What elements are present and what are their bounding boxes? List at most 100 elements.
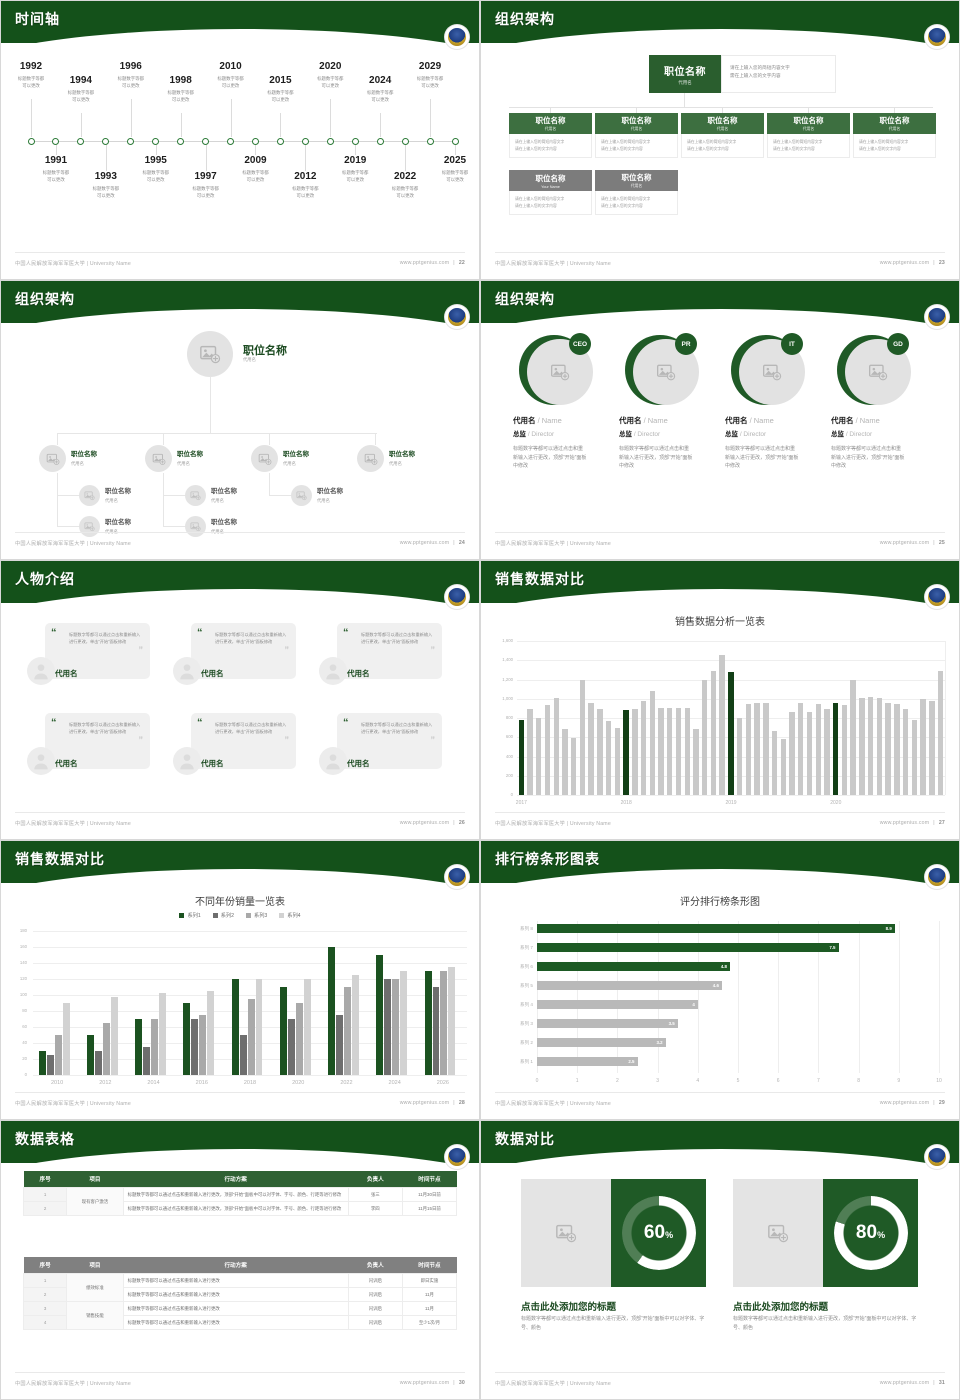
- table-row[interactable]: 1 绩效标准 标题数字等都可以通过点击和重新输入进行更改 闪训后 即日实施: [22, 1273, 458, 1302]
- legend-item[interactable]: 系列2: [212, 912, 234, 919]
- table-row[interactable]: 1 现有客户激活 标题数字等都可以通过点击和重新输入进行更改，顶部“开始”面板中可以…: [22, 1187, 458, 1216]
- person-desc: 标题数字等都可以通过点击和重新输入进行更改，顶部“开始”面板中修改: [831, 446, 905, 469]
- tree-node-l1[interactable]: 职位名称 代用名: [39, 445, 97, 472]
- timeline-dot[interactable]: [426, 137, 434, 145]
- card-image[interactable]: [521, 1179, 611, 1287]
- quote-card[interactable]: “ 标题数字等都可以通过点击和重新输入进行更改，单击“开始”面板修改” 代用名: [27, 623, 150, 685]
- chart-bar: [527, 709, 533, 795]
- tree-node-l2[interactable]: 职位名称 代用名: [79, 516, 131, 537]
- timeline-year: 2029: [418, 61, 442, 72]
- org-top-card[interactable]: 职位名称 代用名: [649, 55, 721, 93]
- quote-card[interactable]: “ 标题数字等都可以通过点击和重新输入进行更改，单击“开始”面板修改” 代用名: [319, 623, 442, 685]
- timeline-dot[interactable]: [27, 137, 35, 145]
- person-card[interactable]: GD 代用名 / Name 总监 / Director 标题数字等都可以通过点击和重新…: [831, 333, 935, 471]
- slide-ranking-bar[interactable]: 排行榜条形图表 评分排行榜条形图 0 1 2 3 4 5 6 7 8 9 10 系列 8 8.9 系列 7 7.…: [480, 840, 960, 1120]
- slide-org-boxes[interactable]: 组织架构 职位名称 代用名 请在上输入您的简短内容文字 需在上输入您的文字内容 职位名称代…: [480, 0, 960, 280]
- slide-sales-column[interactable]: 销售数据对比 销售数据分析一览表 1,600 1,400 1,200 1,000 800 60…: [480, 560, 960, 840]
- avatar[interactable]: [319, 747, 347, 775]
- timeline-dot[interactable]: [251, 137, 259, 145]
- legend-item[interactable]: 系列1: [179, 912, 201, 919]
- node-photo[interactable]: [145, 445, 172, 472]
- node-photo[interactable]: [251, 445, 278, 472]
- timeline-dot[interactable]: [451, 137, 459, 145]
- timeline-dot[interactable]: [52, 137, 60, 145]
- node-photo[interactable]: [357, 445, 384, 472]
- university-emblem: [925, 585, 949, 609]
- x-tick-label: 2017: [515, 800, 527, 806]
- legend-item[interactable]: 系列4: [279, 912, 301, 919]
- avatar[interactable]: [319, 657, 347, 685]
- slide-data-tables[interactable]: 数据表格 序号 项目 行动方案 负责人 时间节点 1 现有客户激活 标题数字等都可以通过点击和重…: [0, 1120, 480, 1400]
- node-photo[interactable]: [185, 485, 206, 506]
- org-card[interactable]: 职位名称 代用名 请在上输入您的简短内容文字 请在上输入您的文字内容: [853, 113, 936, 158]
- chart-bar: [87, 1035, 94, 1075]
- org-card[interactable]: 职位名称 代用名 请在上输入您的简短内容文字 请在上输入您的文字内容: [681, 113, 764, 158]
- node-photo[interactable]: [79, 516, 100, 537]
- timeline-dot[interactable]: [177, 137, 185, 145]
- table-row[interactable]: 2 标题数字等都可以通过点击和重新输入进行更改，顶部“开始”面板中可以对字体、字号…: [22, 1201, 458, 1216]
- node-photo[interactable]: [291, 485, 312, 506]
- timeline-dot[interactable]: [227, 137, 235, 145]
- org-card-desc: 请在上输入您的简短内容文字 请在上输入您的文字内容: [767, 134, 850, 158]
- node-photo[interactable]: [39, 445, 66, 472]
- slide-sales-grouped[interactable]: 销售数据对比 不同年份销量一览表 系列1 系列2 系列3 系列4 180 160 140 120 1…: [0, 840, 480, 1120]
- org-connector-v: [722, 107, 723, 113]
- table-row[interactable]: 3 销售技能 标题数字等都可以通过点击和重新输入进行更改 闪训后 11月: [22, 1301, 458, 1330]
- quote-card[interactable]: “ 标题数字等都可以通过点击和重新输入进行更改，单击“开始”面板修改” 代用名: [27, 713, 150, 775]
- org-card[interactable]: 职位名称 代用名 请在上输入您的简短内容文字 请在上输入您的文字内容: [595, 113, 678, 158]
- avatar[interactable]: [27, 657, 55, 685]
- quote-card[interactable]: “ 标题数字等都可以通过点击和重新输入进行更改，单击“开始”面板修改” 代用名: [173, 713, 296, 775]
- org-root[interactable]: 职位名称 代用名: [187, 331, 287, 377]
- timeline-dot[interactable]: [127, 137, 135, 145]
- timeline-dot[interactable]: [301, 137, 309, 145]
- bar-value-label: 4.6: [712, 983, 719, 989]
- root-photo[interactable]: [187, 331, 233, 377]
- tree-node-l2[interactable]: 职位名称 代用名: [291, 485, 343, 506]
- node-photo[interactable]: [79, 485, 100, 506]
- timeline-dot[interactable]: [77, 137, 85, 145]
- slide-data-compare[interactable]: 数据对比 60% 点击此处添加您的标题 标题数字等都可以通过点击和重新输入进行更改，顶…: [480, 1120, 960, 1400]
- timeline-dot[interactable]: [102, 137, 110, 145]
- timeline-item-above: 2015 标题数字等都 可以更改: [245, 75, 315, 103]
- tree-node-l1[interactable]: 职位名称 代用名: [357, 445, 415, 472]
- quote-author: 代用名: [347, 759, 370, 768]
- org-card[interactable]: 职位名称 代用名 请在上输入您的简短内容文字 请在上输入您的文字内容: [509, 113, 592, 158]
- tree-node-l2[interactable]: 职位名称 代用名: [79, 485, 131, 506]
- slide-timeline[interactable]: 时间轴 1992 标题数字等都 可以更改 1994 标题数字等都 可以更改 1996 标题数字等…: [0, 0, 480, 280]
- tree-node-l2[interactable]: 职位名称 代用名: [185, 485, 237, 506]
- timeline-year: 1993: [94, 171, 117, 182]
- node-photo[interactable]: [185, 516, 206, 537]
- org-card-secondary[interactable]: 职位名称 Your Name 请在上输入您的简短内容文字 请在上输入您的文字内容: [509, 170, 592, 215]
- timeline-dot[interactable]: [376, 137, 384, 145]
- org-card[interactable]: 职位名称 代用名 请在上输入您的简短内容文字 请在上输入您的文字内容: [767, 113, 850, 158]
- person-card[interactable]: CEO 代用名 / Name 总监 / Director 标题数字等都可以通过点击和重…: [513, 333, 617, 471]
- timeline-dot[interactable]: [326, 137, 334, 145]
- slide-person-intro[interactable]: 人物介绍 “标题数字等都可以通过点击和重新输入进行更改，单击“开始”面板修改” 代用…: [0, 560, 480, 840]
- person-card[interactable]: PR 代用名 / Name 总监 / Director 标题数字等都可以通过点击和重新…: [619, 333, 723, 471]
- tree-node-l1[interactable]: 职位名称 代用名: [145, 445, 203, 472]
- tree-node-l1[interactable]: 职位名称 代用名: [251, 445, 309, 472]
- timeline-dot[interactable]: [202, 137, 210, 145]
- timeline-dot[interactable]: [152, 137, 160, 145]
- avatar[interactable]: [173, 657, 201, 685]
- slide-org-circles[interactable]: 组织架构 CEO 代用名 / Name 总监 / Director 标题数字等都可以通过…: [480, 280, 960, 560]
- quote-card[interactable]: “ 标题数字等都可以通过点击和重新输入进行更改，单击“开始”面板修改” 代用名: [319, 713, 442, 775]
- person-photo-ring: IT: [731, 333, 805, 405]
- compare-card[interactable]: 80%: [733, 1179, 918, 1287]
- timeline-dot[interactable]: [401, 137, 409, 145]
- tree-node-l2[interactable]: 职位名称 代用名: [185, 516, 237, 537]
- slide-org-tree[interactable]: 组织架构 职位名称 代用名 职位名称 代用名 职位名称 代用名 职位名称 代用名 职位名称 代用名职…: [0, 280, 480, 560]
- avatar[interactable]: [27, 747, 55, 775]
- table-row[interactable]: 4 标题数字等都可以通过点击和重新输入进行更改 闪训后 至少1次/月: [22, 1315, 458, 1330]
- org-card-secondary[interactable]: 职位名称 代用名 请在上输入您的简短内容文字 请在上输入您的文字内容: [595, 170, 678, 215]
- timeline-dot[interactable]: [276, 137, 284, 145]
- avatar[interactable]: [173, 747, 201, 775]
- chart-bar: [579, 680, 586, 795]
- timeline-dot[interactable]: [351, 137, 359, 145]
- legend-item[interactable]: 系列3: [246, 912, 267, 919]
- card-image[interactable]: [733, 1179, 823, 1287]
- quote-card[interactable]: “ 标题数字等都可以通过点击和重新输入进行更改，单击“开始”面板修改” 代用名: [173, 623, 296, 685]
- quote-bubble: “ 标题数字等都可以通过点击和重新输入进行更改，单击“开始”面板修改”: [337, 623, 442, 679]
- person-card[interactable]: IT 代用名 / Name 总监 / Director 标题数字等都可以通过点击和重新…: [725, 333, 829, 471]
- compare-card[interactable]: 60%: [521, 1179, 706, 1287]
